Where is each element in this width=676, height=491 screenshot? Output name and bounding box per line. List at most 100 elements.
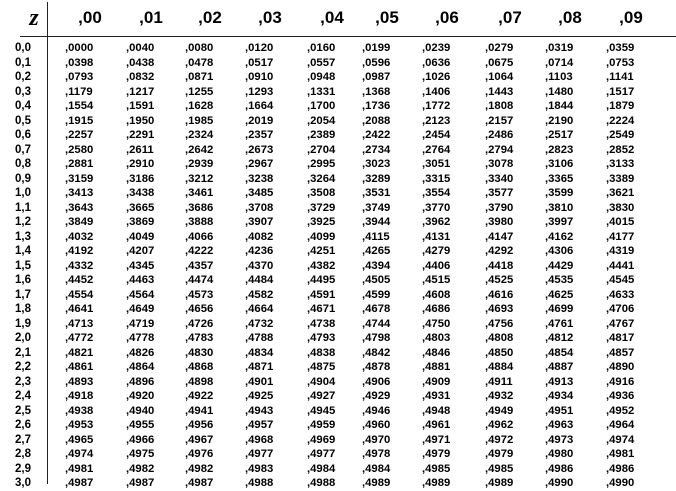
z-value-cell: 1,9 [15,317,31,330]
probability-cell: ,4793 [307,332,336,344]
probability-cell: ,4927 [307,390,336,402]
probability-cell: ,4878 [362,361,391,373]
probability-cell: ,2291 [126,129,155,141]
z-value-cell: 2,7 [15,433,31,446]
column-header: ,04 [320,8,344,27]
table-row: 2,3 ,4893 ,4896 ,4898 ,4901 ,4904 ,4906 ,4909 ,4… [0,375,676,390]
probability-cell: ,4960 [362,419,391,431]
probability-cell: ,3531 [362,187,391,199]
probability-cell: ,0675 [485,56,514,69]
probability-cell: ,4911 [485,375,513,388]
probability-cell: ,0398 [65,56,94,69]
table-row: 0,5 ,1915 ,1950 ,1985 ,2019 ,2054 ,2088 ,2123 ,2… [0,114,676,129]
z-value-cell: 2,8 [15,448,31,460]
probability-cell: ,3051 [422,158,451,170]
table-row: 2,2 ,4861 ,4864 ,4868 ,4871 ,4875 ,4878 ,4881 ,4… [0,360,676,375]
probability-cell: ,4750 [422,317,451,330]
probability-cell: ,4788 [245,332,274,344]
z-value-cell: 2,1 [15,346,31,359]
probability-cell: ,3212 [185,172,214,185]
probability-cell: ,4884 [485,361,514,373]
probability-cell: ,4099 [307,230,336,243]
probability-cell: ,1368 [362,85,391,98]
probability-cell: ,4441 [606,259,635,272]
z-value-cell: 0,3 [15,85,31,98]
probability-cell: ,4826 [126,346,155,359]
probability-cell: ,4987 [126,477,155,489]
probability-cell: ,4974 [65,448,94,460]
probability-cell: ,4115 [362,230,390,243]
probability-cell: ,3289 [362,172,391,185]
probability-cell: ,3907 [245,216,274,228]
probability-cell: ,4162 [545,230,574,243]
probability-cell: ,4868 [185,361,214,373]
probability-cell: ,2019 [245,114,274,127]
table-row: 0,9 ,3159 ,3186 ,3212 ,3238 ,3264 ,3289 ,3315 ,3… [0,172,676,187]
probability-cell: ,3749 [362,201,391,214]
probability-cell: ,4854 [545,346,574,359]
probability-cell: ,4015 [606,216,635,228]
probability-cell: ,4965 [65,433,94,446]
table-row: 1,5 ,4332 ,4345 ,4357 ,4370 ,4382 ,4394 ,4406 ,4… [0,259,676,274]
probability-cell: ,0832 [126,71,155,83]
probability-cell: ,3869 [126,216,155,228]
probability-cell: ,4932 [485,390,514,402]
probability-cell: ,4941 [185,404,214,417]
probability-cell: ,4821 [65,346,94,359]
probability-cell: ,4719 [126,317,155,330]
probability-cell: ,4979 [422,448,451,460]
probability-cell: ,4967 [185,433,214,446]
table-row: 0,1 ,0398 ,0438 ,0478 ,0517 ,0557 ,0596 ,0636 ,0… [0,56,676,71]
probability-cell: ,3133 [606,158,635,170]
probability-cell: ,4861 [65,361,94,373]
probability-cell: ,3962 [422,216,451,228]
probability-cell: ,4706 [606,303,635,315]
probability-cell: ,0753 [606,56,635,69]
probability-cell: ,4850 [485,346,514,359]
probability-cell: ,2389 [307,129,336,141]
probability-cell: ,4972 [485,433,514,446]
probability-cell: ,2823 [545,143,574,156]
probability-cell: ,0793 [65,71,94,83]
probability-cell: ,3438 [126,187,155,199]
z-value-cell: 1,3 [15,230,31,243]
table-row: 2,4 ,4918 ,4920 ,4922 ,4925 ,4927 ,4929 ,4931 ,4… [0,389,676,404]
probability-cell: ,1664 [245,100,274,112]
probability-cell: ,3830 [606,201,635,214]
table-row: 1,7 ,4554 ,4564 ,4573 ,4582 ,4591 ,4599 ,4608 ,4… [0,288,676,303]
probability-cell: ,2224 [606,114,635,127]
probability-cell: ,3790 [485,201,514,214]
probability-cell: ,4545 [606,274,635,286]
probability-cell: ,4846 [422,346,451,359]
z-value-cell: 2,3 [15,375,31,388]
table-row: 2,8 ,4974 ,4975 ,4976 ,4977 ,4977 ,4978 ,4979 ,4… [0,447,676,462]
probability-cell: ,3997 [545,216,574,228]
probability-cell: ,1141 [606,71,634,83]
column-header: ,02 [198,8,222,27]
probability-cell: ,4767 [606,317,635,330]
probability-cell: ,3389 [606,172,635,185]
probability-cell: ,3554 [422,187,451,199]
table-row: 1,8 ,4641 ,4649 ,4656 ,4664 ,4671 ,4678 ,4686 ,4… [0,302,676,317]
probability-cell: ,4986 [545,462,574,475]
probability-cell: ,2611 [126,143,154,156]
probability-cell: ,4952 [606,404,635,417]
table-row: 2,6 ,4953 ,4955 ,4956 ,4957 ,4959 ,4960 ,4961 ,4… [0,418,676,433]
probability-cell: ,4783 [185,332,214,344]
probability-cell: ,4808 [485,332,514,344]
probability-cell: ,4985 [485,462,514,475]
probability-cell: ,4625 [545,288,574,301]
probability-cell: ,3186 [126,172,155,185]
probability-cell: ,4251 [307,245,336,257]
probability-cell: ,4699 [545,303,574,315]
probability-cell: ,4649 [126,303,155,315]
probability-cell: ,3340 [485,172,514,185]
probability-cell: ,2794 [485,143,514,156]
probability-cell: ,4429 [545,259,574,272]
probability-cell: ,2580 [65,143,94,156]
probability-cell: ,4357 [185,259,214,272]
probability-cell: ,4032 [65,230,94,243]
probability-cell: ,4515 [422,274,451,286]
probability-cell: ,4418 [485,259,514,272]
probability-cell: ,4973 [545,433,574,446]
